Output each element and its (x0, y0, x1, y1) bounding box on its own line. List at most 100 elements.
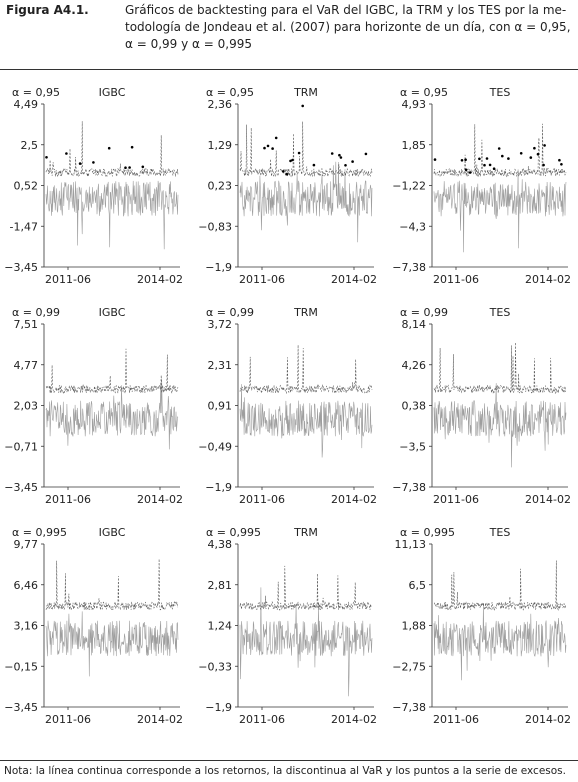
x-tick-label: 2011-06 (45, 493, 91, 506)
y-tick-label: 6,46 (14, 579, 39, 592)
y-tick-label: 2,81 (208, 579, 233, 592)
bottom-rule (0, 760, 578, 761)
exceedance-point (492, 167, 496, 170)
y-tick-label: 0,91 (208, 400, 233, 413)
exceedance-point (485, 157, 489, 160)
var-series (433, 123, 567, 178)
exceedance-point (297, 151, 301, 155)
top-rule (0, 69, 578, 70)
x-tick-label: 2011-06 (239, 713, 285, 726)
exceedance-point (128, 166, 131, 169)
returns-series (433, 383, 567, 468)
y-tick-label: −7,38 (392, 701, 426, 714)
y-tick-label: −1,22 (392, 180, 426, 193)
y-tick-label: −0,33 (198, 660, 232, 673)
panel-title: TES (489, 86, 511, 99)
exceedance-point (488, 163, 492, 167)
x-tick-label: 2011-06 (239, 493, 285, 506)
alpha-label: α = 0,995 (400, 526, 455, 539)
exceedance-point (65, 152, 68, 155)
x-tick-label: 2011-06 (239, 273, 285, 286)
exceedance-point (339, 156, 343, 159)
x-tick-label: 2011-06 (45, 713, 91, 726)
x-tick-label: 2014-02 (137, 273, 183, 286)
y-tick-label: 2,5 (21, 139, 39, 152)
exceedance-point (344, 164, 347, 167)
x-tick-label: 2011-06 (433, 493, 479, 506)
figure-label: Figura A4.1. (6, 3, 89, 17)
x-tick-label: 2011-06 (433, 273, 479, 286)
backtest-panel-tes-2: α = 0,99 TES 8,14 4,26 0,38 −3,5 −7,38 2011-06 2… (392, 306, 571, 506)
y-tick-label: 8,14 (402, 318, 427, 331)
exceedance-point (78, 162, 82, 165)
var-series (433, 342, 567, 395)
exceedance-point (312, 163, 316, 167)
exceedance-point (45, 156, 48, 159)
exceedance-point (364, 152, 368, 156)
exceedance-point (107, 146, 111, 150)
x-tick-label: 2014-02 (525, 273, 571, 286)
alpha-label: α = 0,95 (206, 86, 254, 99)
exceedance-point (478, 157, 481, 161)
returns-series (433, 603, 567, 681)
panel-title: TES (489, 306, 511, 319)
alpha-label: α = 0,95 (12, 86, 60, 99)
exceedance-point (433, 158, 437, 161)
backtest-panel-igbc-3: α = 0,995 IGBC 9,77 6,46 3,16 −0,15 −3,45 2011-… (4, 526, 183, 726)
y-tick-label: −1,9 (205, 261, 232, 274)
exceedance-point (464, 168, 468, 172)
panel-title: IGBC (99, 306, 126, 319)
y-tick-label: 4,49 (14, 98, 39, 111)
x-tick-label: 2011-06 (433, 713, 479, 726)
y-tick-label: 3,16 (14, 620, 39, 633)
var-series (45, 348, 179, 395)
y-tick-label: −4,3 (399, 220, 426, 233)
returns-series (45, 180, 179, 250)
exceedance-point (266, 144, 270, 148)
y-tick-label: −0,71 (4, 440, 38, 453)
y-tick-label: 9,77 (14, 538, 39, 551)
panel-title: TRM (293, 306, 318, 319)
alpha-label: α = 0,95 (400, 86, 448, 99)
exceedance-point (533, 146, 536, 150)
y-tick-label: −1,9 (205, 701, 232, 714)
caption-line-2: todología de Jondeau et al. (2007) para … (125, 20, 571, 34)
var-series (45, 121, 179, 178)
exceedance-point (141, 165, 145, 169)
exceedance-point (542, 163, 545, 167)
y-tick-label: −7,38 (392, 261, 426, 274)
returns-series (45, 379, 179, 450)
exceedance-point (330, 152, 334, 155)
y-tick-label: 4,93 (402, 98, 427, 111)
exceedance-point (529, 156, 533, 159)
backtest-panel-trm-2: α = 0,99 TRM 3,72 2,31 0,91 −0,49 −1,9 2011-06 2… (198, 306, 377, 506)
exceedance-point (501, 154, 504, 158)
exceedance-point (124, 166, 127, 169)
exceedance-point (351, 160, 354, 163)
var-series (45, 558, 179, 611)
x-tick-label: 2014-02 (525, 493, 571, 506)
y-tick-label: −0,49 (198, 440, 232, 453)
y-tick-label: −0,83 (198, 220, 232, 233)
returns-series (239, 587, 373, 697)
returns-series (239, 161, 373, 243)
exceedance-point (263, 146, 266, 150)
x-tick-label: 2014-02 (331, 713, 377, 726)
var-series (434, 560, 567, 611)
caption-line-3: α = 0,99 y α = 0,995 (125, 37, 252, 51)
exceedance-point (291, 158, 294, 162)
exceedance-point (507, 157, 510, 160)
backtest-panel-tes-1: α = 0,95 TES 4,93 1,85 −1,22 −4,3 −7,38 2011-06… (392, 86, 571, 286)
x-tick-label: 2014-02 (331, 493, 377, 506)
y-tick-label: 2,03 (14, 400, 39, 413)
exceedance-point (543, 144, 546, 147)
x-tick-label: 2014-02 (525, 713, 571, 726)
exceedance-point (519, 152, 523, 155)
y-tick-label: 0,23 (208, 180, 233, 193)
y-tick-label: −3,45 (4, 261, 38, 274)
exceedance-point (560, 163, 563, 166)
exceedance-point (301, 104, 304, 108)
y-tick-label: 6,5 (409, 579, 427, 592)
alpha-label: α = 0,995 (12, 526, 67, 539)
y-tick-label: 3,72 (208, 318, 233, 331)
